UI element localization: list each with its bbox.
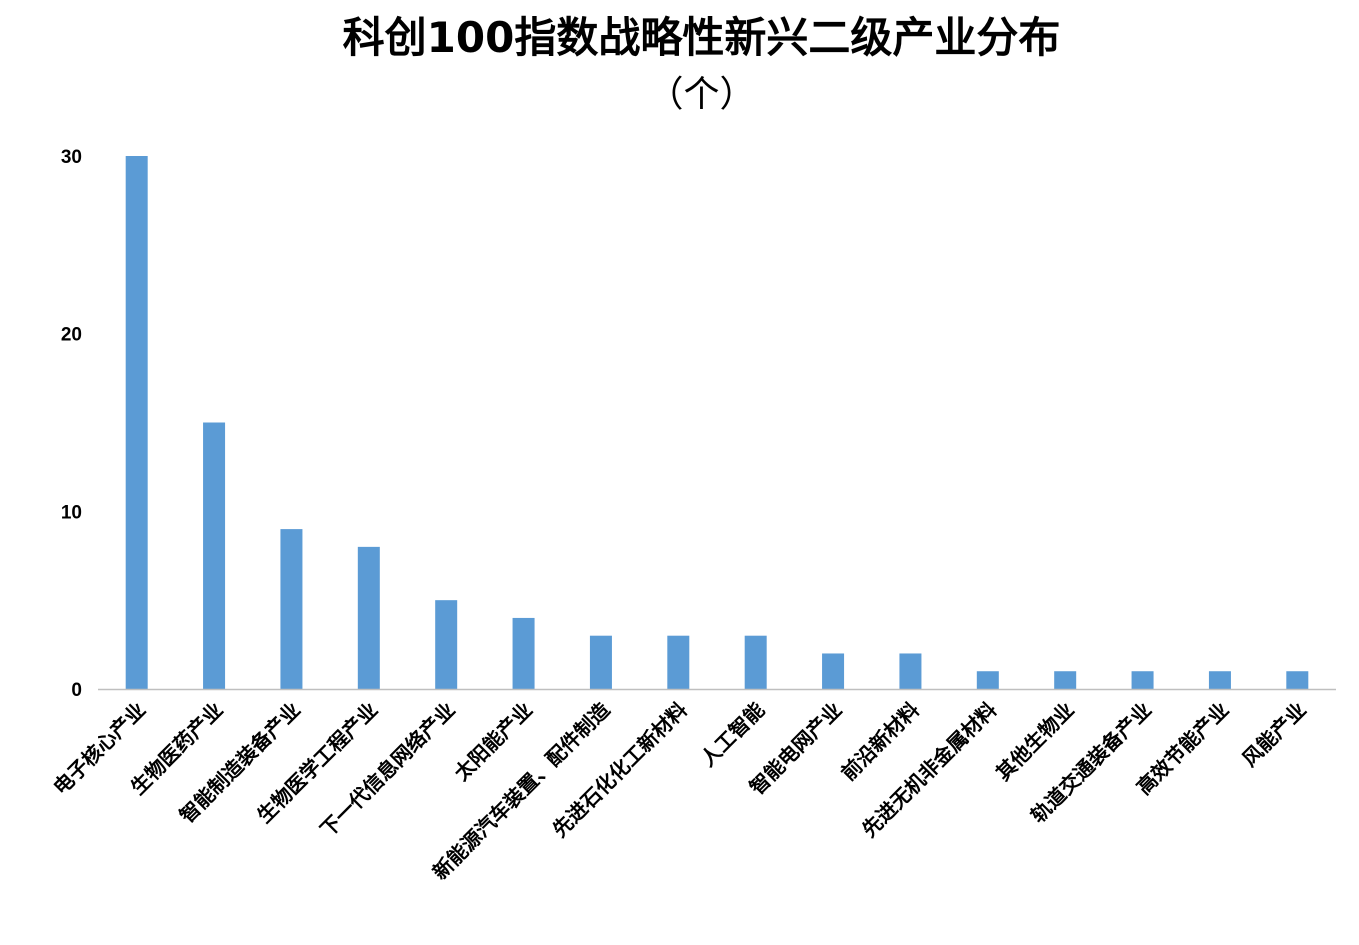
chart-subtitle: （个） (647, 74, 756, 115)
bar (667, 635, 690, 689)
chart-title: 科创100指数战略性新兴二级产业分布 (342, 13, 1061, 62)
bar (744, 635, 767, 689)
x-tick-label: 人工智能 (696, 698, 770, 772)
bar (125, 156, 148, 689)
y-axis-ticks: 0 10 20 30 (61, 147, 82, 701)
bar (512, 617, 535, 689)
x-tick-label: 先进无机非金属材料 (857, 698, 1001, 842)
x-tick-label: 下一代信息网络产业 (315, 698, 459, 842)
bar (435, 600, 458, 689)
bar (822, 653, 845, 689)
y-tick-label: 30 (61, 147, 82, 168)
y-tick-label: 20 (61, 325, 82, 346)
y-tick-label: 0 (71, 680, 82, 701)
x-tick-label: 先进石化化工新材料 (548, 698, 692, 842)
bar (976, 671, 999, 689)
x-axis-labels: 电子核心产业生物医药产业智能制造装备产业生物医学工程产业下一代信息网络产业太阳能… (48, 697, 1310, 884)
bar (280, 529, 303, 689)
y-tick-label: 10 (61, 502, 82, 523)
bar (589, 635, 612, 689)
bar (1286, 671, 1309, 689)
bar (1208, 671, 1231, 689)
bar (1054, 671, 1077, 689)
bars (125, 156, 1309, 689)
x-tick-label: 风能产业 (1237, 698, 1311, 772)
bar (357, 546, 380, 689)
bar (203, 422, 226, 689)
bar (1131, 671, 1154, 689)
bar (899, 653, 922, 689)
